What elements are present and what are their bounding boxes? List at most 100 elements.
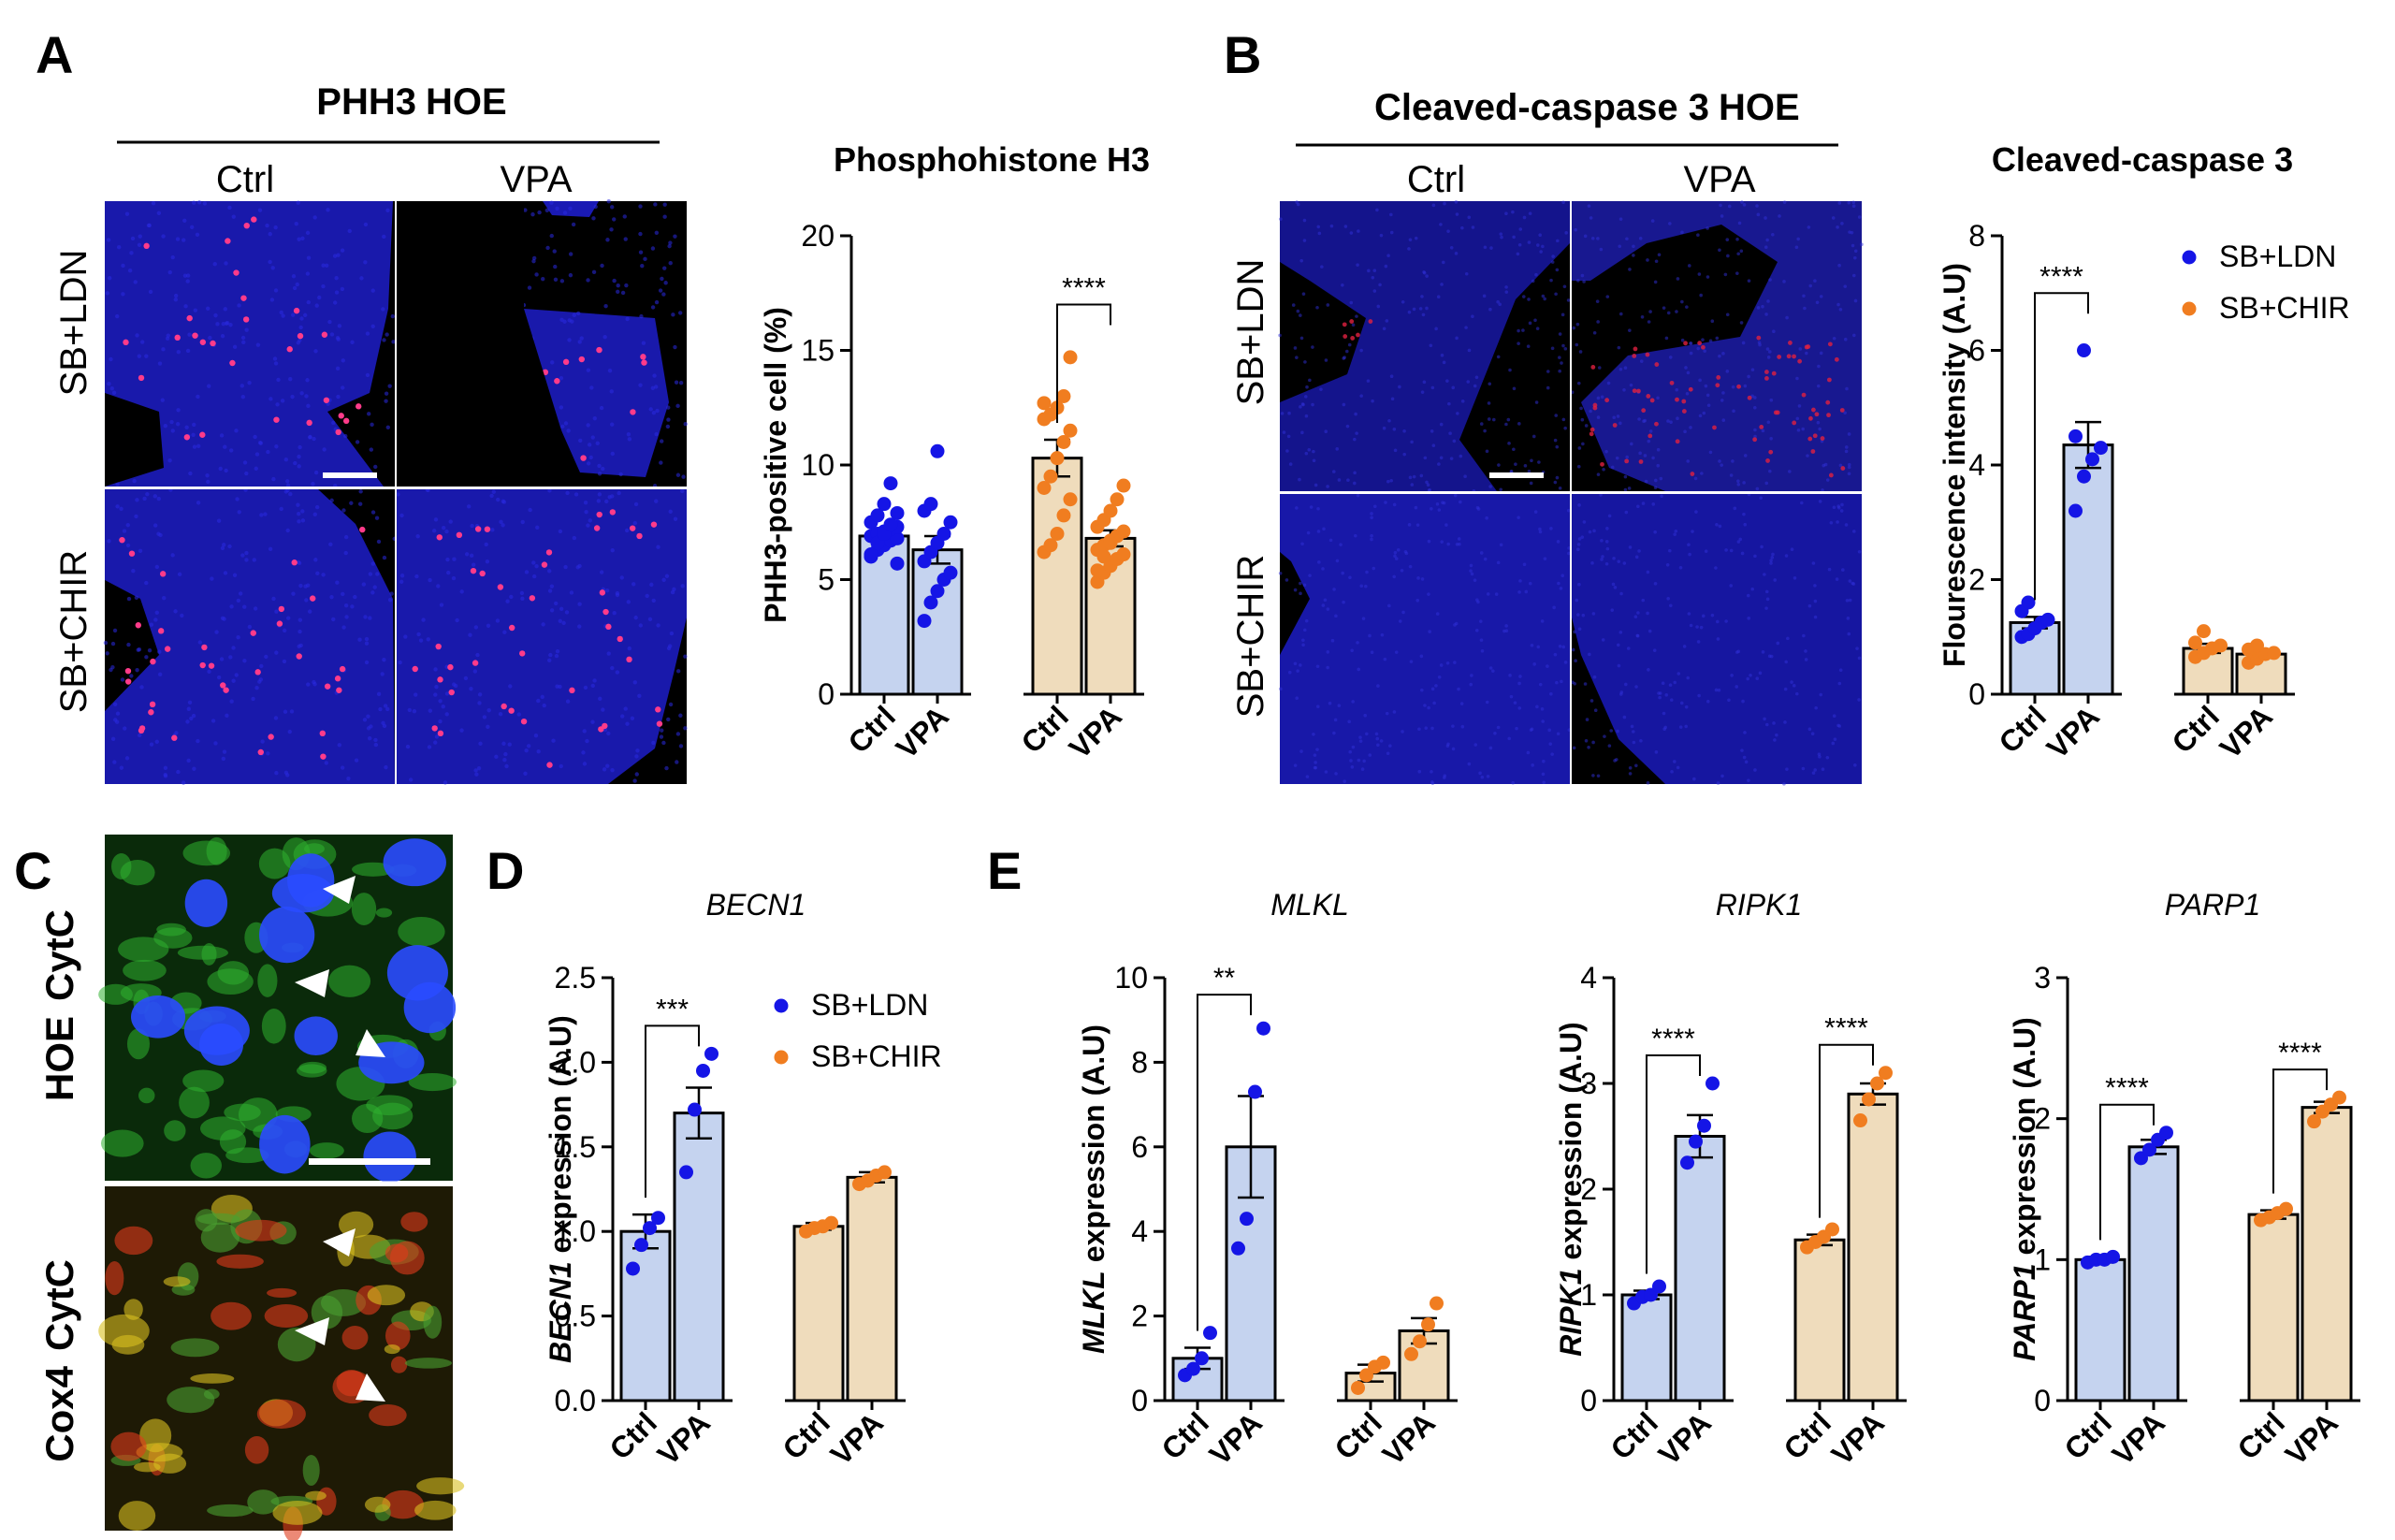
nucleus	[1560, 574, 1565, 578]
nucleus	[559, 279, 565, 283]
nucleus	[1767, 654, 1772, 659]
nucleus	[507, 742, 512, 747]
nucleus	[176, 769, 181, 775]
nucleus	[446, 570, 451, 575]
nucleus	[260, 739, 265, 744]
nucleus	[1542, 780, 1546, 785]
nucleus	[240, 384, 245, 388]
nucleus	[1763, 717, 1766, 721]
nucleus	[1740, 748, 1744, 752]
nucleus	[1747, 778, 1750, 782]
caspase-spot	[1342, 322, 1347, 327]
nucleus	[336, 394, 341, 400]
cytc-signal	[98, 983, 133, 1005]
data-point	[651, 1211, 665, 1226]
nucleus	[183, 304, 188, 309]
nucleus	[1561, 200, 1565, 205]
nucleus	[606, 731, 611, 736]
cells-c	[98, 836, 465, 1540]
phh3-spot	[320, 753, 327, 760]
nucleus	[610, 768, 615, 773]
nucleus	[433, 692, 438, 697]
nucleus	[1553, 438, 1558, 443]
nucleus	[1291, 303, 1296, 307]
nucleus	[1622, 561, 1627, 565]
nucleus	[1359, 584, 1364, 588]
nucleus	[625, 316, 630, 322]
nucleus	[196, 200, 202, 205]
nucleus	[591, 216, 596, 221]
nucleus	[1306, 530, 1311, 535]
caspase-spot	[1801, 392, 1807, 398]
nucleus	[604, 499, 609, 504]
nucleus	[1350, 765, 1355, 769]
nucleus	[324, 263, 329, 268]
nucleus	[216, 675, 222, 680]
nucleus	[1432, 701, 1436, 705]
nucleus	[1315, 305, 1319, 310]
cox4-cytc-signal	[264, 1304, 309, 1328]
nucleus	[1840, 222, 1844, 225]
data-point	[1870, 1076, 1884, 1091]
caspase-spot	[1820, 436, 1825, 441]
y-tick-label: 2	[2034, 1102, 2051, 1136]
nucleus	[1527, 240, 1531, 244]
nucleus	[349, 501, 354, 505]
nucleus	[1743, 731, 1747, 734]
nucleus	[1831, 741, 1836, 746]
nucleus	[224, 261, 228, 266]
nucleus	[1576, 464, 1581, 469]
nucleus	[396, 492, 400, 497]
nucleus	[1352, 481, 1357, 486]
nucleus	[1803, 306, 1807, 311]
nucleus	[444, 691, 450, 696]
nucleus	[115, 504, 120, 509]
nucleus	[653, 202, 658, 207]
nucleus	[1511, 210, 1515, 214]
nucleus	[340, 248, 345, 253]
phh3-spot	[472, 660, 479, 666]
nucleus	[1640, 314, 1645, 319]
nucleus	[1420, 390, 1425, 394]
nucleus	[306, 255, 312, 260]
nucleus	[331, 420, 336, 426]
nucleus	[258, 906, 315, 964]
nucleus	[1293, 346, 1298, 350]
phh3-spot	[656, 720, 663, 727]
nucleus	[363, 1131, 416, 1183]
nucleus	[1637, 417, 1641, 421]
nucleus	[1430, 506, 1433, 511]
data-point	[1203, 1326, 1217, 1341]
significance-bracket	[2099, 1103, 2155, 1241]
nucleus	[1818, 427, 1822, 431]
nucleus	[328, 542, 333, 547]
label-cox4: Cox4	[37, 1365, 81, 1461]
nucleus	[373, 464, 378, 470]
nucleus	[110, 641, 116, 647]
nucleus	[1579, 406, 1583, 411]
nucleus	[1562, 284, 1567, 289]
nucleus	[1457, 687, 1460, 691]
nucleus	[1546, 385, 1550, 390]
nucleus	[240, 553, 245, 558]
nucleus	[1445, 744, 1450, 748]
nucleus	[1419, 473, 1424, 478]
significance-label: ****	[2039, 261, 2083, 292]
nucleus	[283, 709, 288, 714]
nucleus	[1584, 424, 1589, 428]
nucleus	[229, 699, 234, 704]
nucleus	[247, 381, 252, 385]
tissue-a3	[105, 489, 395, 784]
nucleus	[1512, 447, 1516, 452]
nucleus	[1464, 271, 1469, 276]
nucleus	[173, 297, 179, 302]
nucleus	[110, 736, 116, 742]
x-tick-label: Ctrl	[2166, 699, 2226, 759]
nucleus	[149, 622, 154, 627]
caspase-spot	[1777, 355, 1782, 359]
nucleus	[553, 264, 558, 269]
nucleus	[1687, 264, 1691, 268]
label-cytc: CytC	[37, 1259, 81, 1351]
cytc-signal	[182, 840, 231, 866]
